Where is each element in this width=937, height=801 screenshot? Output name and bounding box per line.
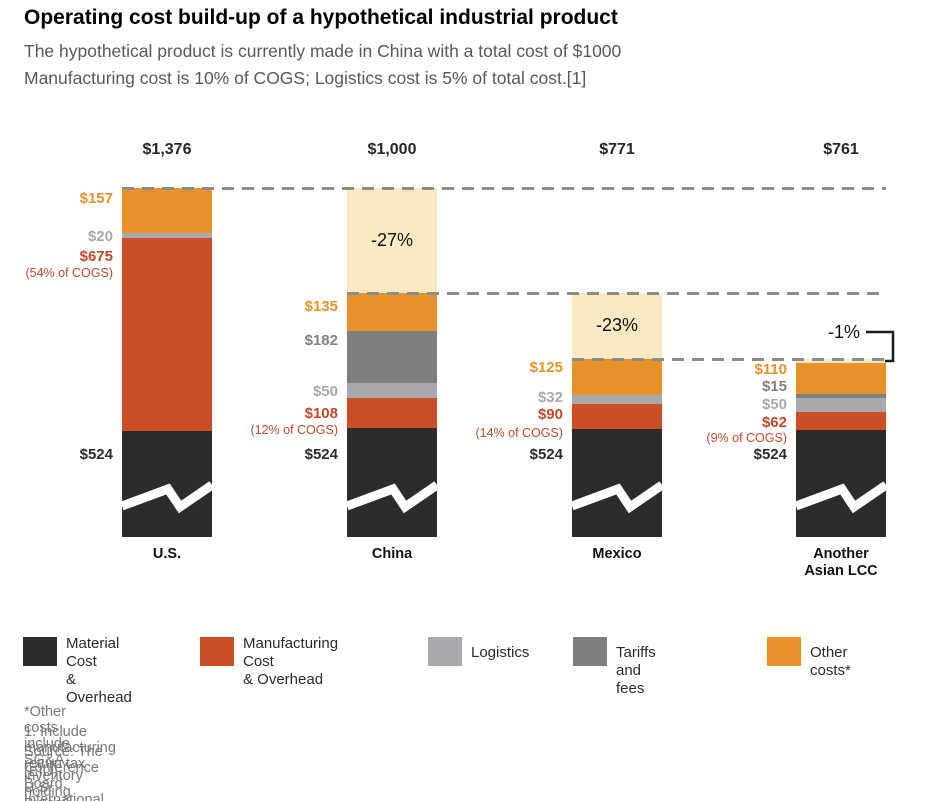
delta-percent-label: -27% — [370, 229, 414, 250]
bar-segment-other — [347, 293, 437, 332]
cost-gap-region — [796, 359, 886, 363]
bar-segment-other — [122, 188, 212, 233]
legend-label-line: Material Cost — [66, 635, 120, 670]
segment-value-label: $675 — [79, 248, 113, 265]
legend-swatch-logistics — [428, 637, 462, 666]
segment-value-label: $20 — [87, 228, 113, 245]
legend-label-line: Tariffs and fees — [616, 644, 656, 697]
segment-cogs-note: (9% of COGS) — [706, 431, 787, 445]
bar-segment-logistics — [347, 383, 437, 398]
legend-label-line: Manufacturing Cost — [243, 635, 339, 670]
segment-cogs-note: (12% of COGS) — [250, 423, 338, 437]
chart-subtitle-line1: The hypothetical product is currently ma… — [24, 41, 622, 61]
bar-segment-other — [796, 362, 886, 394]
bar-segment-manufacturing — [122, 238, 212, 431]
legend-label-line: & Overhead — [243, 671, 324, 688]
reference-dashed-line — [122, 186, 886, 190]
chart-canvas: $157 $20 $675 (54% of COGS) $524 $1,376 U.S. $1… — [25, 141, 911, 580]
footnote-line: 1. Include manufacturing return tax — [24, 724, 116, 772]
bar-segment-manufacturing — [347, 397, 437, 429]
delta-bracket-icon — [866, 330, 895, 363]
legend-swatch-material — [23, 637, 57, 666]
legend-label-line: & Overhead — [66, 671, 132, 706]
footnote-line: Source: The Conference Board, Internatio… — [24, 744, 104, 801]
bar-total-label: $761 — [823, 141, 859, 158]
bar-category-label-line: Another — [813, 546, 869, 562]
segment-value-label: $110 — [754, 361, 787, 378]
segment-value-label: $50 — [312, 383, 338, 400]
bar-category-label: Mexico — [547, 546, 687, 563]
legend-label-logistics: Logistics — [471, 644, 529, 662]
chart-title: Operating cost build-up of a hypothetica… — [24, 6, 618, 29]
reference-dashed-line — [347, 291, 886, 295]
cost-gap-region — [347, 188, 437, 293]
segment-value-label: $524 — [753, 446, 787, 463]
segment-value-label: $135 — [304, 298, 338, 315]
legend-label-line: Other costs* — [810, 644, 851, 679]
segment-value-label: $90 — [537, 406, 563, 423]
cost-gap-region — [572, 293, 662, 359]
bar-break-zigzag-icon — [794, 481, 889, 514]
footnote-line: (EIU), U.S. Bureau of Labor Statistics, … — [24, 764, 71, 801]
bar-segment-tariffs — [347, 331, 437, 384]
bar-segment-material — [796, 430, 886, 537]
bar-total-label: $1,000 — [367, 141, 417, 158]
segment-value-label: $62 — [761, 414, 787, 431]
bar-segment-manufacturing — [796, 412, 886, 431]
segment-value-label: $108 — [304, 405, 338, 422]
bar-break-zigzag-icon — [570, 481, 665, 514]
bar-segment-manufacturing — [572, 403, 662, 430]
bar-category-label-line: Mexico — [592, 546, 642, 562]
legend-label-other: Other costs* — [810, 644, 851, 680]
bar-segment-logistics — [796, 398, 886, 413]
bar-segment-other — [572, 359, 662, 395]
segment-value-label: $524 — [304, 446, 338, 463]
bar-category-label: China — [322, 546, 462, 563]
bar-segment-logistics — [572, 394, 662, 404]
legend-label-line: Logistics — [471, 644, 530, 661]
segment-value-label: $125 — [529, 359, 563, 376]
delta-percent-label: -23% — [595, 315, 639, 335]
delta-percent-label: -1% — [827, 322, 860, 342]
bar-segment-material — [122, 430, 212, 537]
bar-break-zigzag-icon — [120, 481, 215, 514]
segment-value-label: $524 — [529, 446, 563, 463]
segment-value-label: $32 — [537, 389, 563, 406]
legend-label-manufacturing: Manufacturing Cost & Overhead — [243, 635, 338, 689]
chart-subtitle-line2: Manufacturing cost is 10% of COGS; Logis… — [24, 68, 587, 88]
bar-segment-material — [572, 429, 662, 537]
footnote-line: *Other costs include SG&A, inventory hol… — [24, 704, 83, 801]
segment-value-label: $15 — [761, 378, 787, 395]
legend-swatch-other — [767, 637, 801, 666]
segment-cogs-note: (54% of COGS) — [25, 266, 113, 280]
legend-label-material: Material Cost & Overhead — [66, 635, 132, 707]
bar-total-label: $1,376 — [142, 141, 192, 158]
legend-swatch-tariffs — [573, 637, 607, 666]
bar-segment-material — [347, 428, 437, 537]
segment-value-label: $50 — [761, 396, 787, 413]
bar-category-label-line: U.S. — [152, 546, 182, 562]
segment-value-label: $157 — [79, 190, 113, 207]
bar-break-zigzag-icon — [345, 481, 440, 514]
bar-total-label: $771 — [599, 141, 635, 158]
bar-segment-logistics — [122, 232, 212, 239]
reference-dashed-line — [572, 357, 888, 361]
bar-category-label-line: Asian LCC — [804, 563, 878, 579]
segment-cogs-note: (14% of COGS) — [475, 426, 563, 440]
segment-value-label: $182 — [304, 332, 338, 349]
bar-category-label-line: China — [371, 546, 413, 562]
bar-segment-tariffs — [796, 393, 886, 399]
legend-swatch-manufacturing — [200, 637, 234, 666]
bar-category-label: U.S. — [97, 546, 237, 563]
segment-value-label: $524 — [79, 446, 113, 463]
legend-label-tariffs: Tariffs and fees — [616, 644, 656, 698]
bar-category-label: Another Asian LCC — [771, 546, 911, 580]
